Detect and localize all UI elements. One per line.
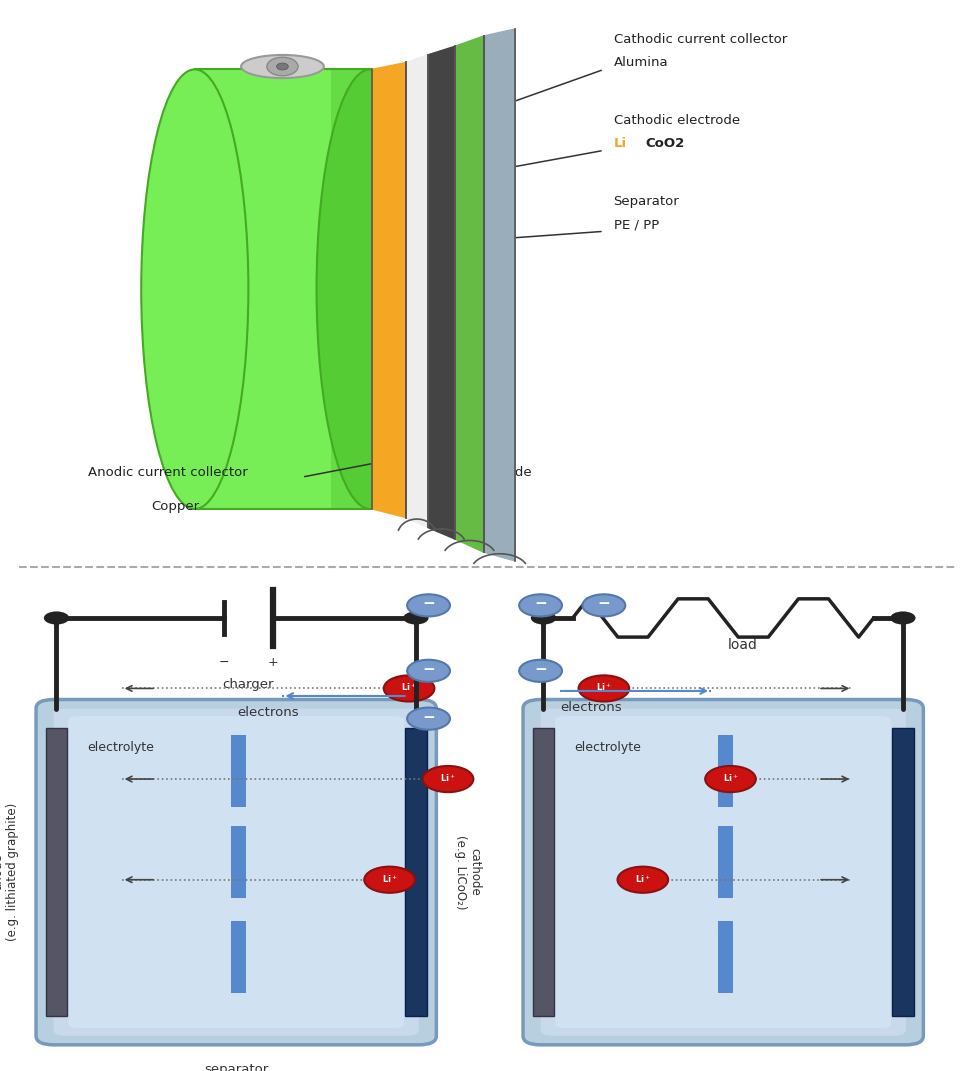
Text: Li$^+$: Li$^+$ — [440, 772, 456, 784]
Text: Li$^+$: Li$^+$ — [635, 873, 651, 885]
FancyBboxPatch shape — [195, 70, 370, 509]
Text: Anodic electrode: Anodic electrode — [419, 466, 532, 479]
Polygon shape — [406, 55, 428, 527]
Ellipse shape — [141, 70, 248, 509]
Circle shape — [582, 594, 625, 617]
Polygon shape — [372, 62, 406, 517]
Circle shape — [407, 660, 450, 682]
Bar — [231, 827, 246, 899]
Text: charger: charger — [223, 678, 274, 692]
Ellipse shape — [242, 55, 323, 78]
Text: CoO2: CoO2 — [646, 137, 685, 150]
Polygon shape — [455, 35, 484, 553]
Circle shape — [579, 676, 629, 702]
Polygon shape — [484, 29, 515, 561]
Text: −: − — [422, 662, 435, 677]
Circle shape — [384, 676, 434, 702]
Text: −: − — [422, 597, 435, 612]
FancyBboxPatch shape — [36, 699, 436, 1045]
Text: electrons: electrons — [560, 702, 621, 714]
Circle shape — [277, 63, 288, 70]
Text: −: − — [597, 597, 611, 612]
Circle shape — [890, 612, 916, 624]
Circle shape — [267, 57, 298, 76]
Circle shape — [364, 866, 415, 893]
Text: electrolyte: electrolyte — [88, 741, 155, 754]
FancyBboxPatch shape — [523, 699, 923, 1045]
Bar — [718, 921, 733, 993]
Text: Alumina: Alumina — [614, 57, 668, 70]
Text: Separator: Separator — [614, 195, 680, 208]
Text: Copper: Copper — [151, 500, 199, 513]
FancyBboxPatch shape — [54, 709, 419, 1036]
Circle shape — [403, 612, 429, 624]
Circle shape — [407, 594, 450, 617]
Bar — [405, 728, 427, 1016]
Text: −: − — [219, 655, 229, 668]
Circle shape — [531, 612, 556, 624]
Text: Cathodic electrode: Cathodic electrode — [614, 115, 739, 127]
Circle shape — [423, 766, 473, 793]
Text: +: + — [268, 655, 278, 668]
Text: −: − — [422, 710, 435, 725]
Text: cathode
(e.g. LiCoO₂): cathode (e.g. LiCoO₂) — [454, 835, 481, 909]
Circle shape — [705, 766, 756, 793]
Bar — [231, 921, 246, 993]
Bar — [231, 735, 246, 806]
Text: graphite: graphite — [443, 500, 500, 513]
Text: Cathodic current collector: Cathodic current collector — [614, 33, 787, 46]
Text: Anodic current collector: Anodic current collector — [88, 466, 247, 479]
Text: Li$^+$: Li$^+$ — [401, 681, 417, 693]
Text: Li$^+$: Li$^+$ — [382, 873, 397, 885]
Text: separator
(e.g. polymer film): separator (e.g. polymer film) — [174, 1064, 298, 1071]
Circle shape — [407, 708, 450, 729]
Bar — [892, 728, 914, 1016]
Circle shape — [44, 612, 69, 624]
Text: anode
(e.g. lithiated graphite): anode (e.g. lithiated graphite) — [0, 803, 19, 941]
Text: load: load — [728, 638, 758, 652]
Text: −: − — [534, 597, 547, 612]
Text: electrons: electrons — [237, 706, 299, 719]
Polygon shape — [428, 46, 455, 539]
FancyBboxPatch shape — [555, 716, 891, 1028]
Bar — [46, 728, 67, 1016]
Ellipse shape — [317, 70, 424, 509]
Circle shape — [519, 660, 562, 682]
Text: electrolyte: electrolyte — [575, 741, 642, 754]
Text: Li$^+$: Li$^+$ — [596, 681, 612, 693]
Text: PE / PP: PE / PP — [614, 218, 658, 231]
Text: Li: Li — [614, 137, 626, 150]
FancyBboxPatch shape — [541, 709, 906, 1036]
FancyBboxPatch shape — [68, 716, 404, 1028]
Text: −: − — [534, 662, 547, 677]
Circle shape — [618, 866, 668, 893]
Bar — [718, 735, 733, 806]
Bar — [533, 728, 554, 1016]
FancyBboxPatch shape — [331, 70, 370, 509]
Circle shape — [519, 594, 562, 617]
Bar — [718, 827, 733, 899]
Text: Li$^+$: Li$^+$ — [723, 772, 738, 784]
